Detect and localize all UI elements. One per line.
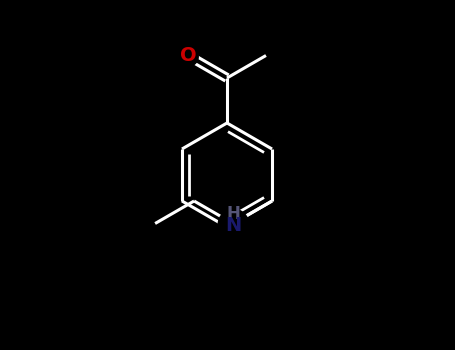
Text: N: N bbox=[225, 216, 241, 235]
Text: H: H bbox=[226, 204, 240, 223]
Text: O: O bbox=[180, 46, 197, 65]
